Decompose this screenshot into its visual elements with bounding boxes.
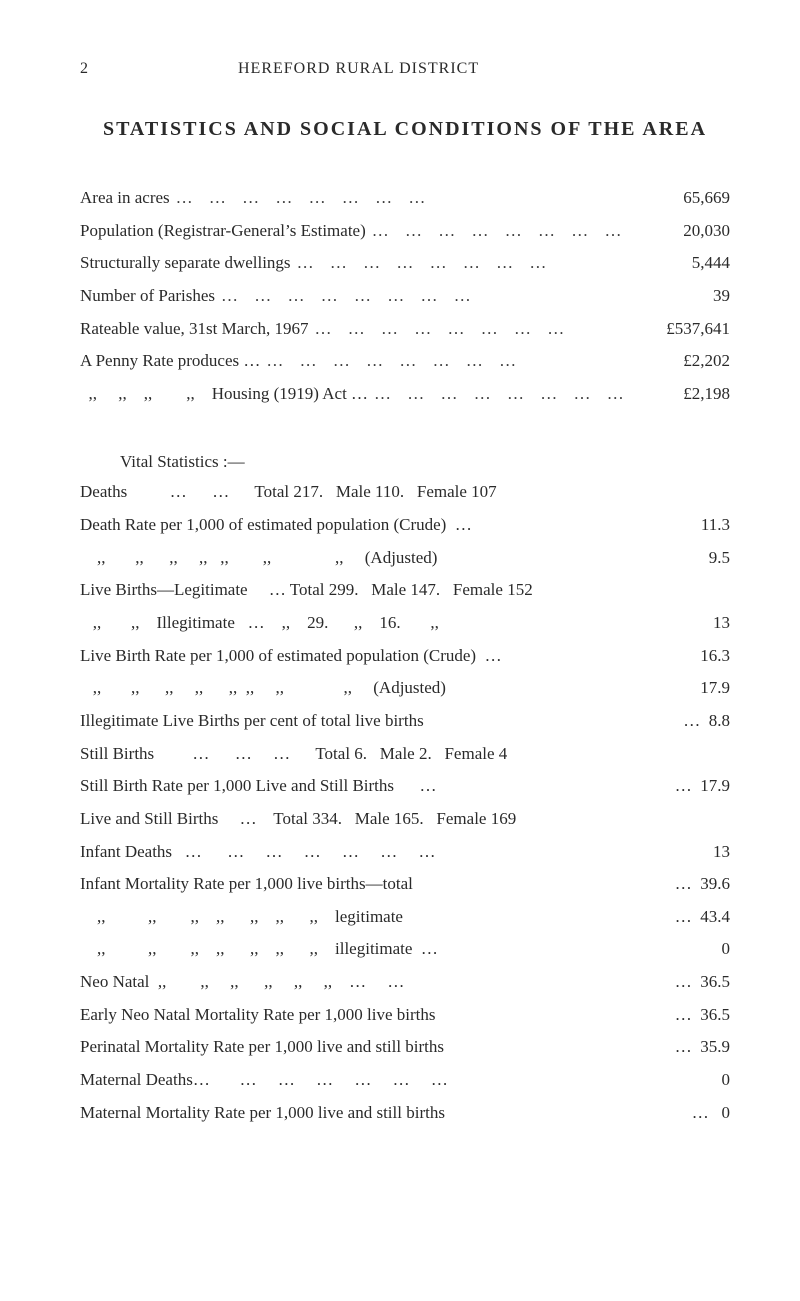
vital-value: … 43.4 xyxy=(675,905,730,930)
vital-label: Deaths … … Total 217. Male 110. Female 1… xyxy=(80,480,680,505)
vital-label: Death Rate per 1,000 of estimated popula… xyxy=(80,513,680,538)
leader-dots: … … … … … … … … xyxy=(176,186,644,211)
page-container: 2 HEREFORD RURAL DISTRICT STATISTICS AND… xyxy=(0,0,800,1193)
vital-value: … 8.8 xyxy=(680,709,730,734)
vital-value: … 36.5 xyxy=(675,970,730,995)
vital-row: Live Birth Rate per 1,000 of estimated p… xyxy=(80,644,730,669)
leader-dots: … … … … … … … … xyxy=(266,349,644,374)
vital-row: Still Births … … … Total 6. Male 2. Fema… xyxy=(80,742,730,767)
vital-row: Perinatal Mortality Rate per 1,000 live … xyxy=(80,1035,730,1060)
stat-label: Population (Registrar-General’s Estimate… xyxy=(80,219,366,244)
vital-value xyxy=(680,742,730,767)
vital-row: ,, ,, ,, ,, ,, ,, ,, legitimate … 43.4 xyxy=(80,905,730,930)
vital-row: Infant Mortality Rate per 1,000 live bir… xyxy=(80,872,730,897)
vital-value: 0 xyxy=(680,1068,730,1093)
vital-value: … 35.9 xyxy=(675,1035,730,1060)
vital-value: … 17.9 xyxy=(675,774,730,799)
vital-label: ,, ,, ,, ,, ,, ,, ,, legitimate xyxy=(80,905,675,930)
vital-row: Maternal Mortality Rate per 1,000 live a… xyxy=(80,1101,730,1126)
vital-label: Perinatal Mortality Rate per 1,000 live … xyxy=(80,1035,675,1060)
leader-dots: … … … … … … … … xyxy=(372,219,644,244)
vital-stats-block: Deaths … … Total 217. Male 110. Female 1… xyxy=(80,480,730,1125)
stat-row: Rateable value, 31st March, 1967 … … … …… xyxy=(80,317,730,342)
stat-label: Area in acres xyxy=(80,186,170,211)
vital-label: ,, ,, ,, ,, ,, ,, ,, illegitimate … xyxy=(80,937,680,962)
stat-row: Area in acres … … … … … … … … 65,669 xyxy=(80,186,730,211)
vital-label: Illegitimate Live Births per cent of tot… xyxy=(80,709,680,734)
vital-label: Live and Still Births … Total 334. Male … xyxy=(80,807,680,832)
vital-value: 16.3 xyxy=(680,644,730,669)
leader-dots: … … … … … … … … xyxy=(221,284,644,309)
leader-dots: … … … … … … … … xyxy=(374,382,644,407)
vital-value: … 36.5 xyxy=(675,1003,730,1028)
vital-value: 11.3 xyxy=(680,513,730,538)
leader-dots: … … … … … … … … xyxy=(297,251,644,276)
stat-value: 20,030 xyxy=(650,219,730,244)
vital-row: ,, ,, ,, ,, ,, ,, ,, illegitimate … 0 xyxy=(80,937,730,962)
vital-row: Maternal Deaths… … … … … … … 0 xyxy=(80,1068,730,1093)
vital-value xyxy=(680,578,730,603)
vital-value: … 0 xyxy=(680,1101,730,1126)
vital-label: Infant Deaths … … … … … … … xyxy=(80,840,680,865)
vital-label: Live Births—Legitimate … Total 299. Male… xyxy=(80,578,680,603)
vital-row: Death Rate per 1,000 of estimated popula… xyxy=(80,513,730,538)
stat-label: Number of Parishes xyxy=(80,284,215,309)
vital-label: ,, ,, ,, ,, ,, ,, ,, (Adjusted) xyxy=(80,546,680,571)
vital-value: 0 xyxy=(680,937,730,962)
vital-label: Still Births … … … Total 6. Male 2. Fema… xyxy=(80,742,680,767)
main-title: STATISTICS AND SOCIAL CONDITIONS OF THE … xyxy=(80,118,730,141)
vital-value: … 39.6 xyxy=(675,872,730,897)
vital-row: Live Births—Legitimate … Total 299. Male… xyxy=(80,578,730,603)
stat-label: Rateable value, 31st March, 1967 xyxy=(80,317,309,342)
stat-label: ,, ,, ,, ,, Housing (1919) Act … xyxy=(80,382,368,407)
vital-row: Still Birth Rate per 1,000 Live and Stil… xyxy=(80,774,730,799)
vital-row: Early Neo Natal Mortality Rate per 1,000… xyxy=(80,1003,730,1028)
section-gap xyxy=(80,414,730,452)
stat-row: ,, ,, ,, ,, Housing (1919) Act … … … … …… xyxy=(80,382,730,407)
stat-row: Population (Registrar-General’s Estimate… xyxy=(80,219,730,244)
vital-label: Still Birth Rate per 1,000 Live and Stil… xyxy=(80,774,675,799)
leader-dots: … … … … … … … … xyxy=(315,317,645,342)
vital-row: ,, ,, ,, ,, ,, ,, ,, (Adjusted) 9.5 xyxy=(80,546,730,571)
area-stats-block: Area in acres … … … … … … … … 65,669 Pop… xyxy=(80,186,730,406)
vital-label: Maternal Deaths… … … … … … … xyxy=(80,1068,680,1093)
vital-row: ,, ,, Illegitimate … ,, 29. ,, 16. ,, 13 xyxy=(80,611,730,636)
stat-value: 65,669 xyxy=(650,186,730,211)
vital-row: Illegitimate Live Births per cent of tot… xyxy=(80,709,730,734)
vital-value: 17.9 xyxy=(680,676,730,701)
vital-label: ,, ,, Illegitimate … ,, 29. ,, 16. ,, xyxy=(80,611,680,636)
stat-value: 5,444 xyxy=(650,251,730,276)
vital-row: Neo Natal ,, ,, ,, ,, ,, ,, … … … 36.5 xyxy=(80,970,730,995)
stat-value: £2,202 xyxy=(650,349,730,374)
vital-label: Live Birth Rate per 1,000 of estimated p… xyxy=(80,644,680,669)
vital-value: 9.5 xyxy=(680,546,730,571)
vital-row: Deaths … … Total 217. Male 110. Female 1… xyxy=(80,480,730,505)
running-title: HEREFORD RURAL DISTRICT xyxy=(238,60,730,78)
vital-label: Early Neo Natal Mortality Rate per 1,000… xyxy=(80,1003,675,1028)
page-number: 2 xyxy=(80,60,88,78)
vital-label: ,, ,, ,, ,, ,, ,, ,, ,, (Adjusted) xyxy=(80,676,680,701)
vital-label: Maternal Mortality Rate per 1,000 live a… xyxy=(80,1101,680,1126)
vital-value: 13 xyxy=(680,611,730,636)
stat-value: £537,641 xyxy=(650,317,730,342)
vital-value xyxy=(680,480,730,505)
vital-value: 13 xyxy=(680,840,730,865)
stat-value: 39 xyxy=(650,284,730,309)
vital-label: Neo Natal ,, ,, ,, ,, ,, ,, … … xyxy=(80,970,675,995)
vital-heading: Vital Statistics :— xyxy=(120,452,730,472)
vital-row: ,, ,, ,, ,, ,, ,, ,, ,, (Adjusted) 17.9 xyxy=(80,676,730,701)
vital-row: Infant Deaths … … … … … … … 13 xyxy=(80,840,730,865)
vital-label: Infant Mortality Rate per 1,000 live bir… xyxy=(80,872,675,897)
stat-row: Number of Parishes … … … … … … … … 39 xyxy=(80,284,730,309)
stat-label: A Penny Rate produces … xyxy=(80,349,260,374)
page-header: 2 HEREFORD RURAL DISTRICT xyxy=(80,60,730,78)
stat-row: Structurally separate dwellings … … … … … xyxy=(80,251,730,276)
stat-label: Structurally separate dwellings xyxy=(80,251,291,276)
stat-row: A Penny Rate produces … … … … … … … … … … xyxy=(80,349,730,374)
vital-value xyxy=(680,807,730,832)
vital-row: Live and Still Births … Total 334. Male … xyxy=(80,807,730,832)
stat-value: £2,198 xyxy=(650,382,730,407)
